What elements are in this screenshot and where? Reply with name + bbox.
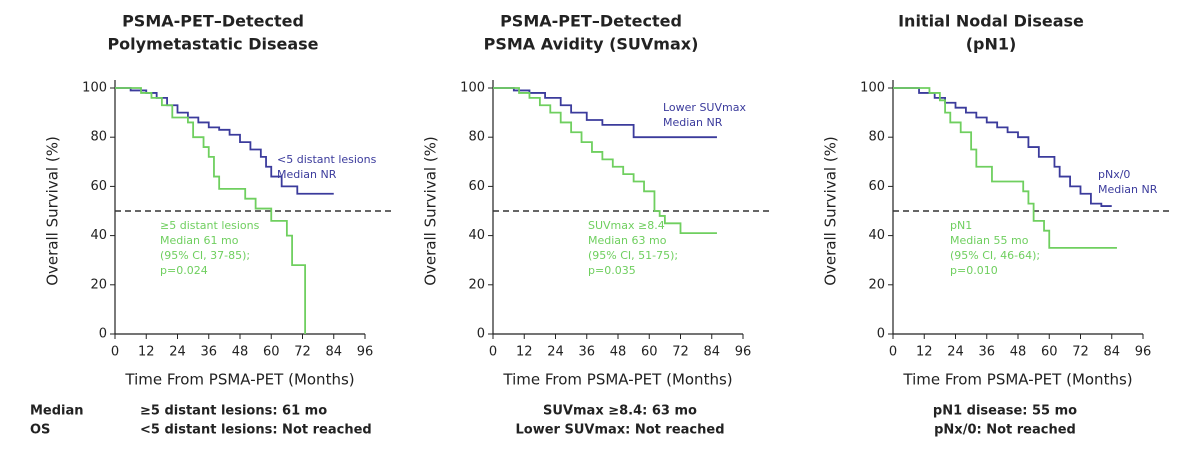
y-tick-label: 80 <box>868 130 885 145</box>
x-tick-label: 72 <box>1072 345 1089 360</box>
y-tick-label: 100 <box>460 81 485 96</box>
footer-label: Median <box>30 404 84 419</box>
x-tick-label: 48 <box>1010 345 1027 360</box>
x-tick-label: 96 <box>1135 345 1152 360</box>
chart-title: Initial Nodal Disease <box>898 12 1084 31</box>
survival-curve <box>893 87 1112 207</box>
series-note: (95% CI, 46-64); <box>950 249 1040 262</box>
x-tick-label: 84 <box>1103 345 1120 360</box>
x-tick-label: 0 <box>111 345 119 360</box>
survival-curve <box>115 87 307 334</box>
y-tick-label: 0 <box>877 327 885 342</box>
x-tick-label: 72 <box>672 345 689 360</box>
y-axis-label: Overall Survival (%) <box>44 136 62 286</box>
x-tick-label: 84 <box>325 345 342 360</box>
y-tick-label: 40 <box>868 228 885 243</box>
x-tick-label: 48 <box>610 345 627 360</box>
y-tick-label: 60 <box>468 179 485 194</box>
series-note: Median 55 mo <box>950 234 1029 247</box>
y-tick-label: 40 <box>90 228 107 243</box>
x-tick-label: 84 <box>703 345 720 360</box>
chart-title: (pN1) <box>966 35 1017 54</box>
series-note: (95% CI, 51-75); <box>588 249 678 262</box>
y-axis-label: Overall Survival (%) <box>822 136 840 286</box>
y-tick-label: 0 <box>99 327 107 342</box>
series-note: p=0.010 <box>950 264 998 277</box>
series-note: p=0.035 <box>588 264 636 277</box>
x-tick-label: 24 <box>547 345 564 360</box>
x-tick-label: 12 <box>516 345 533 360</box>
x-tick-label: 36 <box>200 345 217 360</box>
series-note: Median NR <box>663 116 723 129</box>
x-tick-label: 24 <box>947 345 964 360</box>
chart-title: PSMA Avidity (SUVmax) <box>484 35 699 54</box>
x-tick-label: 12 <box>916 345 933 360</box>
series-note: Median 63 mo <box>588 234 667 247</box>
y-tick-label: 80 <box>468 130 485 145</box>
x-tick-label: 60 <box>263 345 280 360</box>
y-tick-label: 40 <box>468 228 485 243</box>
x-tick-label: 48 <box>232 345 249 360</box>
footer-stat: pNx/0: Not reached <box>934 423 1076 438</box>
chart-title: PSMA-PET–Detected <box>500 12 682 31</box>
y-tick-label: 100 <box>860 81 885 96</box>
y-tick-label: 60 <box>868 179 885 194</box>
footer-stat: ≥5 distant lesions: 61 mo <box>140 404 327 419</box>
y-tick-label: 60 <box>90 179 107 194</box>
x-axis-label: Time From PSMA-PET (Months) <box>902 371 1132 389</box>
x-tick-label: 96 <box>735 345 752 360</box>
footer-stat: SUVmax ≥8.4: 63 mo <box>543 404 697 419</box>
y-tick-label: 20 <box>868 277 885 292</box>
footer-stat: <5 distant lesions: Not reached <box>140 423 372 438</box>
chart-title: PSMA-PET–Detected <box>122 12 304 31</box>
survival-curve <box>493 87 717 235</box>
series-label: ≥5 distant lesions <box>160 219 260 232</box>
series-label: <5 distant lesions <box>277 153 377 166</box>
x-axis-label: Time From PSMA-PET (Months) <box>502 371 732 389</box>
series-note: Median 61 mo <box>160 234 239 247</box>
x-axis-label: Time From PSMA-PET (Months) <box>124 371 354 389</box>
survival-curve <box>493 87 717 139</box>
chart-title: Polymetastatic Disease <box>107 35 318 54</box>
y-tick-label: 0 <box>477 327 485 342</box>
series-note: (95% CI, 37-85); <box>160 249 250 262</box>
y-tick-label: 100 <box>82 81 107 96</box>
series-label: SUVmax ≥8.4 <box>588 219 665 232</box>
x-tick-label: 60 <box>1041 345 1058 360</box>
y-tick-label: 80 <box>90 130 107 145</box>
survival-curve <box>893 87 1117 249</box>
x-tick-label: 0 <box>489 345 497 360</box>
series-note: p=0.024 <box>160 264 208 277</box>
x-tick-label: 60 <box>641 345 658 360</box>
footer-label: OS <box>30 423 50 438</box>
series-label: pN1 <box>950 219 972 232</box>
series-label: Lower SUVmax <box>663 101 746 114</box>
series-note: Median NR <box>277 168 337 181</box>
x-tick-label: 0 <box>889 345 897 360</box>
y-tick-label: 20 <box>468 277 485 292</box>
x-tick-label: 24 <box>169 345 186 360</box>
series-note: Median NR <box>1098 183 1158 196</box>
y-axis-label: Overall Survival (%) <box>422 136 440 286</box>
x-tick-label: 12 <box>138 345 155 360</box>
x-tick-label: 36 <box>978 345 995 360</box>
footer-stat: Lower SUVmax: Not reached <box>515 423 724 438</box>
series-label: pNx/0 <box>1098 168 1130 181</box>
x-tick-label: 36 <box>578 345 595 360</box>
x-tick-label: 96 <box>357 345 374 360</box>
footer-stat: pN1 disease: 55 mo <box>933 404 1077 419</box>
y-tick-label: 20 <box>90 277 107 292</box>
x-tick-label: 72 <box>294 345 311 360</box>
